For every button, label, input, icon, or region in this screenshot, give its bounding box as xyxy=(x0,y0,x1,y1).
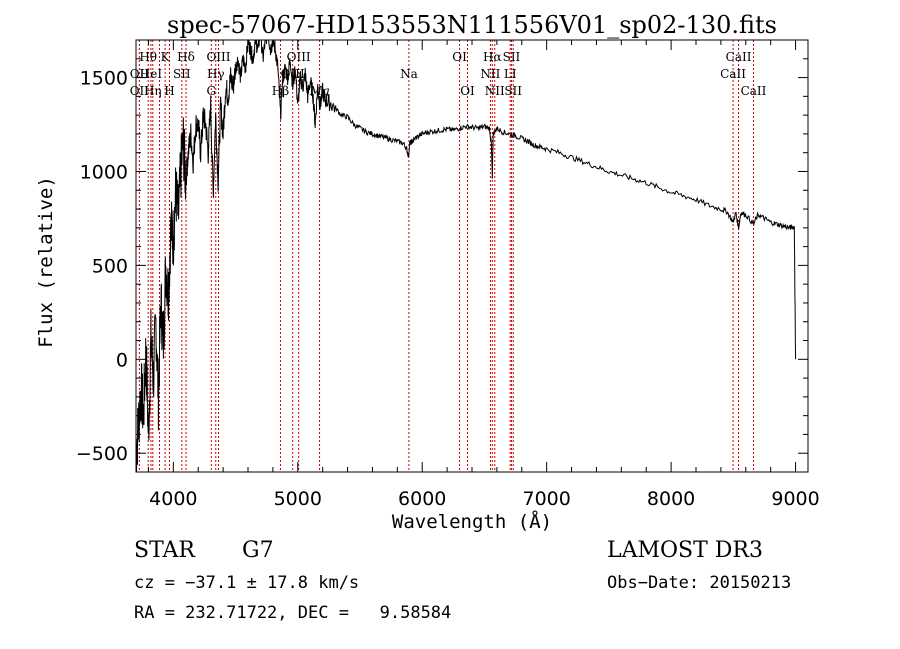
redshift-velocity: cz = −37.1 ± 17.8 km/s xyxy=(134,573,360,593)
spectral-line-label: Hβ xyxy=(272,84,289,98)
spectral-line-label: OI xyxy=(460,84,475,98)
spectral-line-label: G xyxy=(206,84,216,98)
spectral-line-label: NII xyxy=(480,67,500,81)
x-tick-label: 8000 xyxy=(647,488,695,510)
observation-date: Obs−Date: 20150213 xyxy=(607,573,792,593)
spectral-line-label: SII xyxy=(504,84,522,98)
y-axis-label: Flux (relative) xyxy=(35,176,57,348)
y-tick-label: 1500 xyxy=(80,68,128,90)
spectral-line-label: CaII xyxy=(741,84,767,98)
x-axis-label: Wavelength (Å) xyxy=(392,510,552,533)
spectral-line-label: SII xyxy=(503,50,521,64)
spectral-line-label: NII xyxy=(485,84,505,98)
y-tick-label: 500 xyxy=(92,255,128,277)
spectral-line-markers xyxy=(138,40,754,472)
spectrum-line xyxy=(135,39,797,473)
spectral-subclass: G7 xyxy=(242,538,274,563)
spectral-line-label: H xyxy=(164,84,174,98)
x-tick-label: 7000 xyxy=(522,488,570,510)
spectral-line-label: OI xyxy=(452,50,467,64)
spectral-line-label: OIII xyxy=(206,50,230,64)
plot-frame xyxy=(135,39,809,473)
x-axis-ticks: 4000 5000 6000 7000 8000 9000 xyxy=(147,40,820,510)
coordinates: RA = 232.71722, DEC = 9.58584 xyxy=(134,603,452,623)
x-tick-label: 4000 xyxy=(149,488,197,510)
spectral-line-label: OIII xyxy=(287,50,311,64)
spectral-line-label: K xyxy=(161,50,171,64)
x-tick-label: 5000 xyxy=(274,488,322,510)
spectral-line-label: SII xyxy=(173,67,191,81)
y-tick-label: 0 xyxy=(116,349,128,371)
spectral-line-label: Hδ xyxy=(177,50,195,64)
spectrum-series xyxy=(135,39,797,473)
object-type: STAR xyxy=(134,538,195,563)
spectral-line-label: Hη xyxy=(144,84,162,98)
y-tick-label: 1000 xyxy=(80,161,128,183)
spectral-line-label: Hα xyxy=(483,50,502,64)
x-tick-label: 9000 xyxy=(771,488,819,510)
spectral-line-label: Na xyxy=(400,67,418,81)
spectral-line-label: CaII xyxy=(726,50,752,64)
y-tick-label: −500 xyxy=(76,443,128,465)
spectral-line-label: HeI xyxy=(140,67,163,81)
spectral-line-label: Hθ xyxy=(139,50,157,64)
spectral-line-label: LI xyxy=(504,67,517,81)
x-tick-label: 6000 xyxy=(398,488,446,510)
spectral-line-label: CaII xyxy=(720,67,746,81)
spectral-line-label: Hγ xyxy=(207,67,225,81)
chart-title: spec-57067-HD153553N111556V01_sp02-130.f… xyxy=(167,11,777,39)
survey-name: LAMOST DR3 xyxy=(607,538,763,563)
spectral-line-label: OII xyxy=(130,84,150,98)
